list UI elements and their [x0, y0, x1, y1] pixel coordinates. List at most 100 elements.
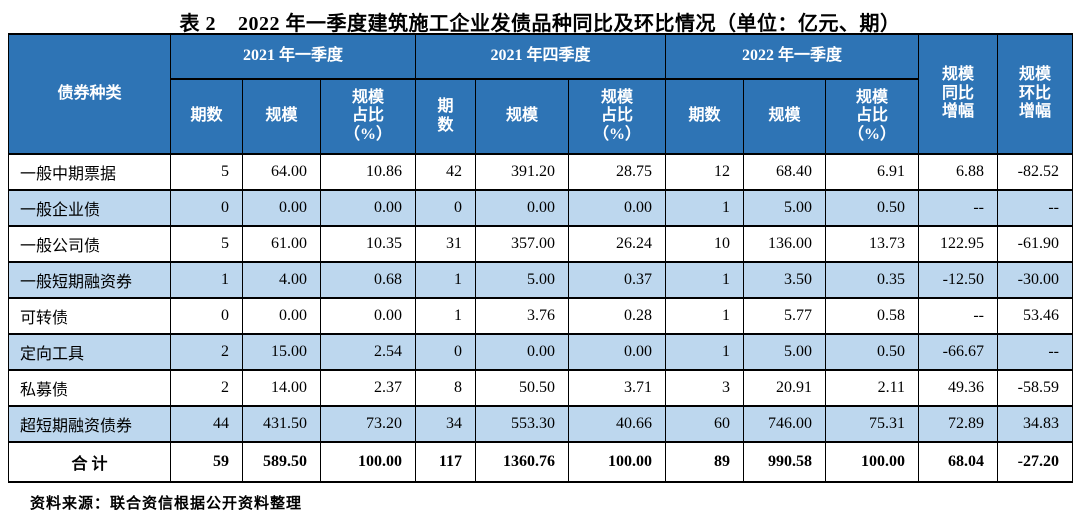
value-cell: 61.00 [242, 225, 321, 263]
header-group-row: 债券种类 2021 年一季度 2021 年四季度 2022 年一季度 规模 同比… [8, 33, 1073, 155]
value-cell: 5.00 [475, 261, 569, 299]
table-row: 定向工具 2 15.00 2.54 0 0.00 0.00 1 5.00 0.50 -66.67 -- [8, 333, 1073, 371]
value-cell: 0.00 [475, 333, 569, 371]
value-cell: 3.50 [743, 261, 826, 299]
value-cell: 28.75 [568, 153, 666, 191]
table-row: 一般中期票据 5 64.00 10.86 42 391.20 28.75 12 68.40 6.9… [8, 153, 1073, 191]
value-cell: 0 [415, 333, 476, 371]
row-label: 合 计 [8, 441, 171, 483]
corner-header-bond-type: 债券种类 [8, 33, 171, 155]
value-cell: 136.00 [743, 225, 826, 263]
value-cell: 3.71 [568, 369, 666, 407]
table-row: 一般短期融资券 1 4.00 0.68 1 5.00 0.37 1 3.50 0.35 -12.50… [8, 261, 1073, 299]
table-row: 可转债 0 0.00 0.00 1 3.76 0.28 1 5.77 0.58 -- 53.46 [8, 297, 1073, 335]
value-cell: 2 [170, 333, 243, 371]
group-header-2022q1: 2022 年一季度 [665, 33, 919, 80]
value-cell: 68.04 [918, 441, 998, 483]
row-label: 定向工具 [8, 333, 171, 371]
value-cell: 60 [665, 405, 744, 443]
value-cell: 2.54 [320, 333, 416, 371]
table-row: 一般企业债 0 0.00 0.00 0 0.00 0.00 1 5.00 0.50 -- -- [8, 189, 1073, 227]
value-cell: 3.76 [475, 297, 569, 335]
value-cell: 5.77 [743, 297, 826, 335]
value-cell: 0 [170, 189, 243, 227]
value-cell: 0 [170, 297, 243, 335]
value-cell: 44 [170, 405, 243, 443]
value-cell: 5.00 [743, 189, 826, 227]
value-cell: -- [918, 189, 998, 227]
header-sub-row: 期数 规模 规模 占比 （%） 期 数 规模 规模 占比 （%） 期数 规模 规… [9, 78, 1073, 155]
table-row: 超短期融资债券 44 431.50 73.20 34 553.30 40.66 60 746.0… [8, 405, 1073, 443]
value-cell: 0.00 [242, 297, 321, 335]
column-header-scale: 规模 [475, 78, 569, 155]
column-header-scale: 规模 [242, 78, 321, 155]
value-cell: 1 [665, 297, 744, 335]
value-cell: 0 [415, 189, 476, 227]
value-cell: 100.00 [825, 441, 919, 483]
value-cell: 5 [170, 225, 243, 263]
value-cell: 553.30 [475, 405, 569, 443]
row-label: 一般公司债 [8, 225, 171, 263]
value-cell: 12 [665, 153, 744, 191]
value-cell: 53.46 [997, 297, 1073, 335]
row-label: 私募债 [8, 369, 171, 407]
value-cell: 2 [170, 369, 243, 407]
column-header-share: 规模 占比 （%） [825, 78, 919, 155]
value-cell: 1 [665, 261, 744, 299]
value-cell: 0.00 [242, 189, 321, 227]
value-cell: 1 [665, 333, 744, 371]
row-label: 超短期融资债券 [8, 405, 171, 443]
column-header-count: 期数 [665, 78, 744, 155]
value-cell: 0.00 [475, 189, 569, 227]
value-cell: 31 [415, 225, 476, 263]
value-cell: 10 [665, 225, 744, 263]
table-row: 私募债 2 14.00 2.37 8 50.50 3.71 3 20.91 2.11 49.36 -5… [8, 369, 1073, 407]
row-label: 可转债 [8, 297, 171, 335]
value-cell: 0.50 [825, 333, 919, 371]
value-cell: -- [997, 333, 1073, 371]
value-cell: 100.00 [320, 441, 416, 483]
value-cell: 1360.76 [475, 441, 569, 483]
value-cell: 34 [415, 405, 476, 443]
value-cell: 42 [415, 153, 476, 191]
value-cell: 34.83 [997, 405, 1073, 443]
table-row: 一般公司债 5 61.00 10.35 31 357.00 26.24 10 136.00 13.… [8, 225, 1073, 263]
value-cell: 49.36 [918, 369, 998, 407]
value-cell: 100.00 [568, 441, 666, 483]
value-cell: 72.89 [918, 405, 998, 443]
value-cell: -27.20 [997, 441, 1073, 483]
value-cell: 589.50 [242, 441, 321, 483]
value-cell: 73.20 [320, 405, 416, 443]
value-cell: 990.58 [743, 441, 826, 483]
value-cell: 122.95 [918, 225, 998, 263]
value-cell: 0.28 [568, 297, 666, 335]
value-cell: 117 [415, 441, 476, 483]
value-cell: -- [997, 189, 1073, 227]
value-cell: 59 [170, 441, 243, 483]
value-cell: -66.67 [918, 333, 998, 371]
value-cell: 5.00 [743, 333, 826, 371]
value-cell: 0.00 [320, 189, 416, 227]
value-cell: -- [918, 297, 998, 335]
value-cell: 4.00 [242, 261, 321, 299]
value-cell: 10.35 [320, 225, 416, 263]
value-cell: 0.58 [825, 297, 919, 335]
total-row: 合 计 59 589.50 100.00 117 1360.76 100.00 89 990.5… [8, 441, 1073, 483]
column-header-count: 期数 [170, 78, 243, 155]
value-cell: 431.50 [242, 405, 321, 443]
value-cell: 50.50 [475, 369, 569, 407]
value-cell: 64.00 [242, 153, 321, 191]
value-cell: 357.00 [475, 225, 569, 263]
column-header-count: 期 数 [415, 78, 476, 155]
value-cell: 8 [415, 369, 476, 407]
table-body: 一般中期票据 5 64.00 10.86 42 391.20 28.75 12 68.40 6.9… [8, 153, 1073, 483]
value-cell: 2.37 [320, 369, 416, 407]
column-header-yoy-change: 规模 同比 增幅 [918, 33, 998, 155]
value-cell: 40.66 [568, 405, 666, 443]
value-cell: 0.50 [825, 189, 919, 227]
group-header-2021q1: 2021 年一季度 [170, 33, 416, 80]
table-header: 债券种类 2021 年一季度 2021 年四季度 2022 年一季度 规模 同比… [8, 33, 1073, 155]
value-cell: 13.73 [825, 225, 919, 263]
value-cell: 6.88 [918, 153, 998, 191]
